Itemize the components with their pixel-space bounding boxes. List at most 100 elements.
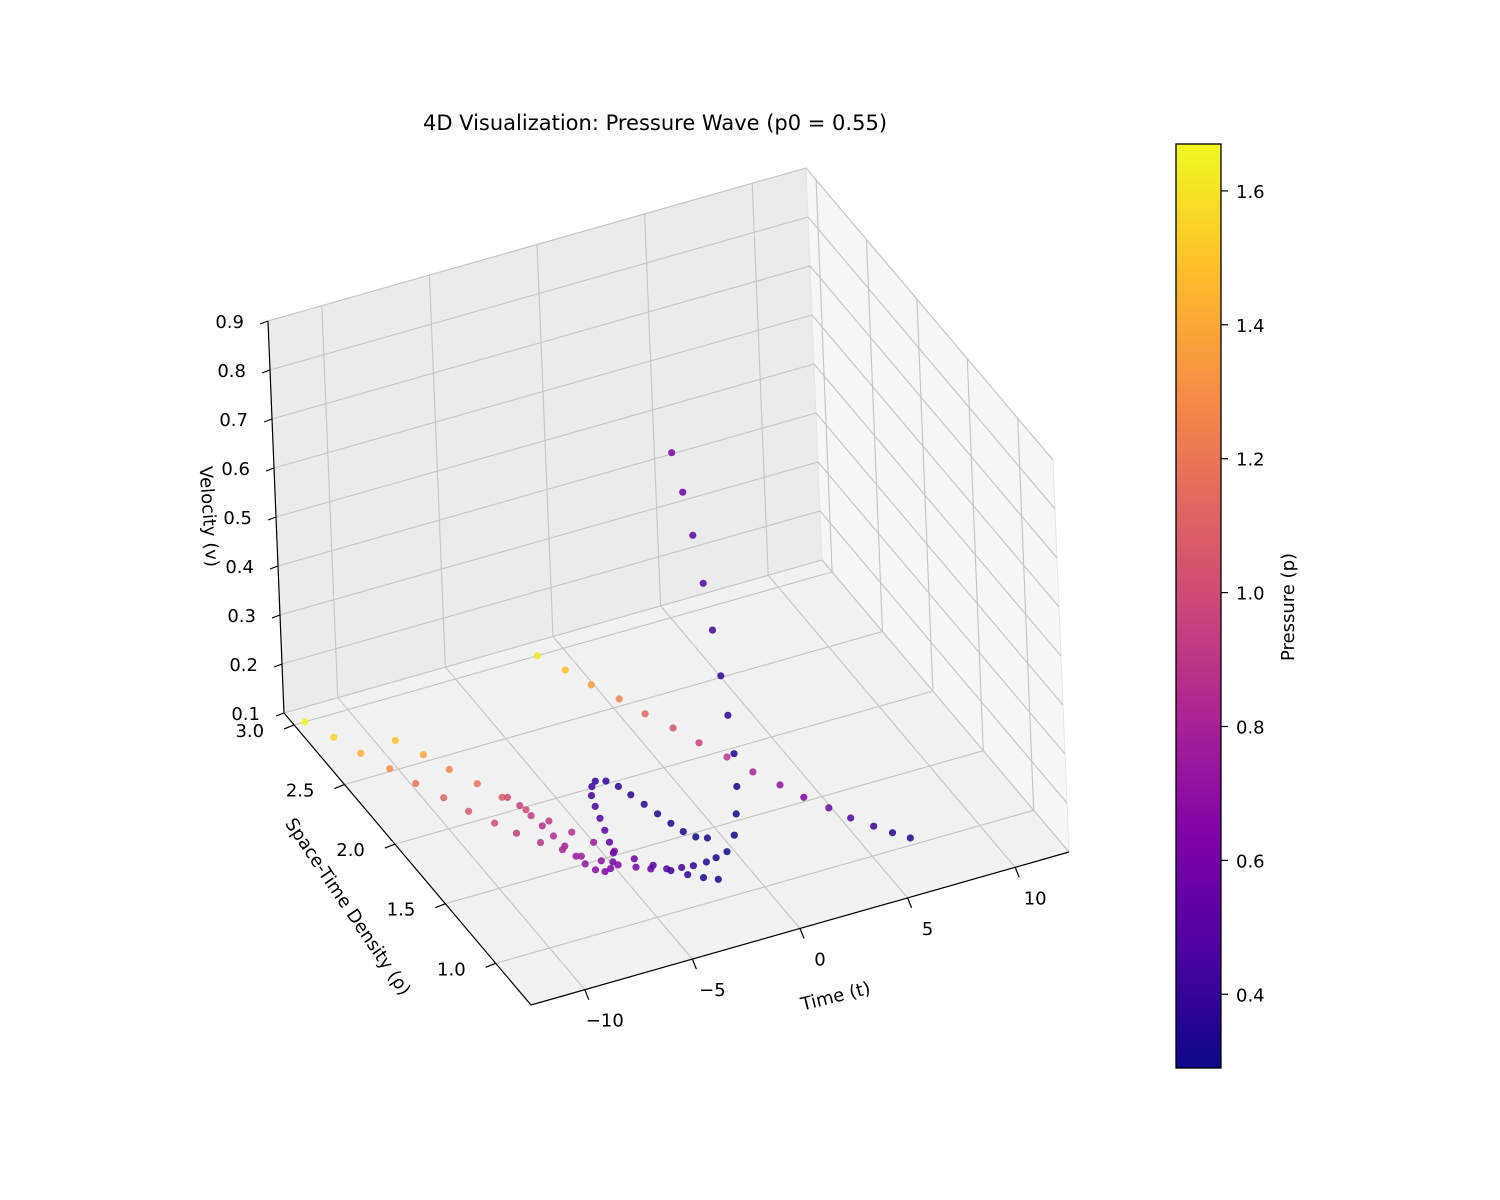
x-tick-label: −10 — [586, 1011, 624, 1032]
y-axis-line — [283, 712, 532, 1006]
data-point — [614, 782, 623, 791]
data-point — [699, 874, 708, 882]
data-point — [689, 862, 698, 870]
data-point — [847, 814, 855, 822]
z-tick-label: 0.1 — [231, 704, 260, 725]
data-point — [412, 779, 420, 788]
data-point — [440, 794, 448, 802]
data-point — [596, 814, 604, 822]
x-tick-mark — [584, 989, 590, 1000]
z-tick-mark — [265, 467, 275, 472]
data-point — [627, 791, 635, 799]
data-point — [717, 672, 725, 680]
z-gridline — [271, 265, 1058, 559]
x-tick-mark — [907, 897, 913, 909]
data-point — [689, 531, 697, 539]
data-points — [301, 449, 914, 883]
grid-lines — [267, 167, 1070, 991]
data-point — [640, 800, 648, 808]
z-tick-label: 0.6 — [221, 459, 250, 480]
data-point — [538, 822, 546, 830]
data-point — [702, 858, 711, 866]
colorbar-tick-label: 1.4 — [1236, 316, 1265, 337]
colorbar-tick-label: 1.0 — [1236, 584, 1265, 605]
data-point — [568, 828, 576, 836]
data-point — [632, 863, 640, 871]
y-tick-mark — [384, 843, 396, 849]
colorbar-tick-label: 1.6 — [1236, 182, 1265, 203]
x-tick-label: 10 — [1024, 888, 1047, 909]
z-tick-label: 0.7 — [219, 410, 248, 431]
data-point — [800, 793, 808, 801]
data-point — [498, 793, 506, 801]
y-tick-label: 2.0 — [336, 840, 365, 861]
data-point — [605, 838, 614, 846]
data-point — [699, 579, 707, 587]
data-point — [647, 865, 655, 873]
data-point — [712, 854, 720, 862]
z-gridline — [273, 314, 1060, 608]
z-gridline — [269, 216, 1056, 510]
z-gridline — [277, 412, 1064, 706]
z-tick-mark — [267, 516, 277, 521]
z-gridline — [267, 167, 1054, 461]
colorbar-tick-label: 0.8 — [1236, 718, 1265, 739]
data-point — [465, 807, 473, 815]
data-point — [609, 858, 617, 866]
data-point — [692, 833, 700, 841]
z-tick-label: 0.3 — [227, 606, 256, 627]
x-tick-mark — [691, 958, 697, 970]
data-point — [391, 736, 399, 745]
data-point — [591, 777, 599, 785]
data-point — [749, 768, 757, 776]
data-point — [601, 826, 609, 834]
x-tick-mark — [1014, 867, 1020, 878]
z-gridline — [275, 363, 1062, 657]
data-point — [527, 812, 535, 820]
z-tick-mark — [261, 369, 271, 374]
data-point — [641, 710, 649, 718]
data-point — [445, 765, 453, 774]
data-point — [545, 817, 553, 825]
data-point — [419, 751, 427, 759]
data-point — [558, 846, 567, 854]
z-tick-mark — [263, 418, 273, 423]
data-point — [870, 822, 878, 830]
colorbar — [1175, 143, 1222, 1069]
colorbar-tick-label: 0.4 — [1236, 985, 1265, 1006]
data-point — [723, 753, 731, 761]
data-point — [723, 848, 731, 856]
data-point — [888, 829, 897, 837]
colorbar-tick-label: 1.2 — [1236, 450, 1265, 471]
y-tick-mark — [435, 903, 446, 909]
data-point — [561, 666, 569, 674]
z-tick-label: 0.8 — [217, 361, 246, 382]
data-point — [776, 781, 784, 789]
data-point — [386, 765, 394, 773]
data-point — [473, 780, 481, 788]
data-point — [684, 871, 692, 879]
data-point — [667, 867, 675, 875]
y-tick-label: 1.0 — [437, 959, 466, 980]
z-gridline — [283, 559, 1070, 853]
y-tick-mark — [334, 783, 345, 790]
x-tick-label: 0 — [814, 950, 825, 971]
axis-panes — [267, 166, 1070, 1006]
data-point — [679, 488, 687, 496]
data-point — [733, 782, 741, 791]
data-point — [512, 829, 521, 837]
colorbar-tick-label: 0.6 — [1236, 851, 1265, 872]
colorbar-label: Pressure (p) — [1278, 553, 1299, 661]
data-point — [606, 865, 615, 873]
z-tick-mark — [269, 565, 279, 570]
y-tick-mark — [283, 724, 295, 730]
z-tick-mark — [275, 712, 285, 717]
data-point — [695, 739, 703, 747]
data-point — [330, 733, 338, 741]
data-point — [609, 849, 617, 857]
y-tick-label: 3.0 — [235, 721, 264, 742]
x-tick-label: 5 — [922, 919, 933, 940]
data-point — [597, 857, 605, 865]
data-point — [587, 792, 596, 800]
